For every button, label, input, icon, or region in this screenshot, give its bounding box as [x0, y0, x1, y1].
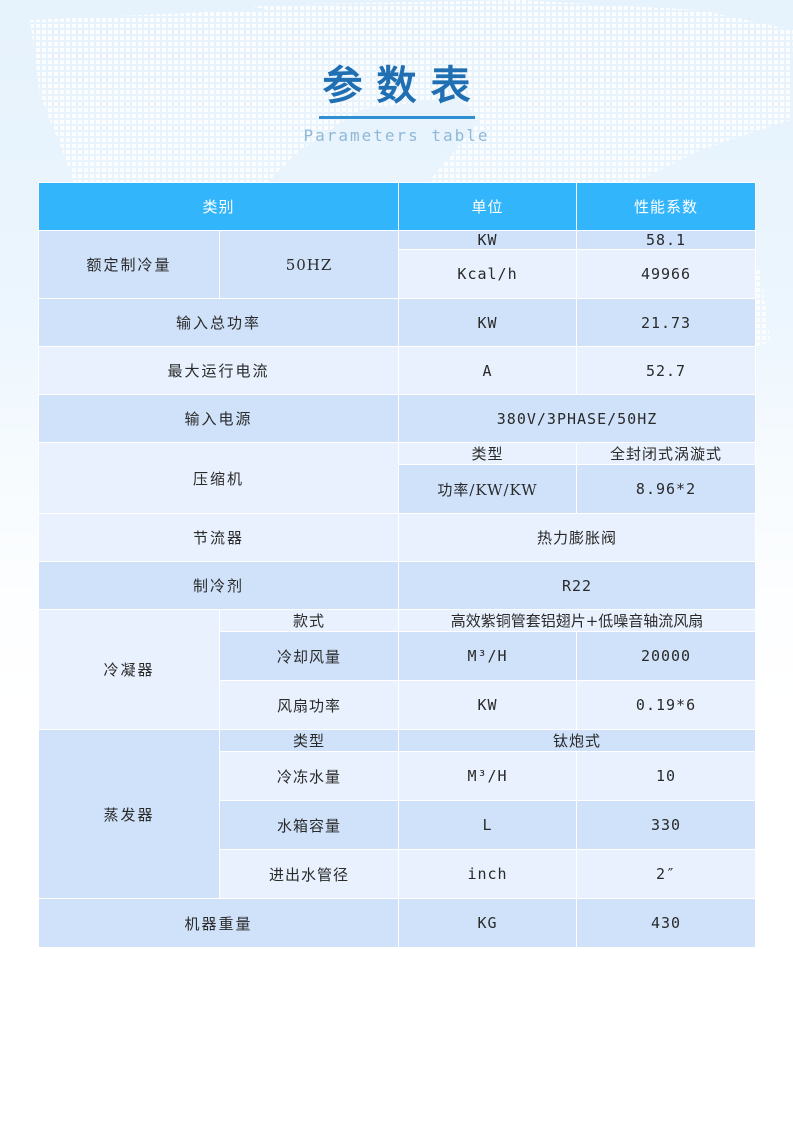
cell-sub-style: 款式 — [220, 610, 399, 631]
table-row: 输入电源 380V/3PHASE/50HZ — [39, 395, 756, 442]
cell-unit: A — [399, 347, 577, 394]
cell-sub-chilled-water-volume: 冷冻水量 — [220, 752, 399, 800]
cell-value: 52.7 — [577, 347, 756, 394]
table-row: 最大运行电流 A 52.7 — [39, 347, 756, 394]
table-row: Kcal/h 49966 — [39, 250, 756, 298]
cell-sub-tank-capacity: 水箱容量 — [220, 801, 399, 849]
cell-unit: M³/H — [399, 632, 577, 680]
column-header-unit: 单位 — [399, 183, 577, 230]
table-row: 进出水管径 inch 2″ — [39, 850, 756, 898]
cell-value: 高效紫铜管套铝翅片+低噪音轴流风扇 — [399, 610, 756, 631]
row-label-compressor: 压缩机 — [39, 443, 399, 513]
cell-unit: Kcal/h — [399, 250, 577, 298]
row-label-rated-capacity: 额定制冷量 — [39, 231, 219, 298]
cell-unit: KW — [399, 231, 577, 249]
cell-sub-power: 功率/KW/KW — [399, 465, 577, 513]
cell-value: 58.1 — [577, 231, 756, 249]
row-label-evaporator: 蒸发器 — [39, 730, 219, 898]
cell-sub-water-pipe-diameter: 进出水管径 — [220, 850, 399, 898]
table-row: 蒸发器 类型 钛炮式 — [39, 730, 756, 898]
page-title-block: 参数表 Parameters table — [0, 62, 793, 146]
table-row: 机器重量 KG 430 — [39, 899, 756, 947]
table-row: 冷凝器 款式 高效紫铜管套铝翅片+低噪音轴流风扇 — [39, 610, 756, 729]
table-row: 冷却风量 M³/H 20000 — [39, 632, 756, 680]
table-row: 节流器 热力膨胀阀 — [39, 514, 756, 561]
row-label-throttle: 节流器 — [39, 514, 399, 561]
table-row: 输入总功率 KW 21.73 — [39, 299, 756, 346]
cell-unit: inch — [399, 850, 577, 898]
cell-value: 2″ — [577, 850, 756, 898]
table-row: 风扇功率 KW 0.19*6 — [39, 681, 756, 729]
cell-value: 钛炮式 — [399, 730, 756, 751]
cell-value: 21.73 — [577, 299, 756, 346]
row-sub-50hz: 50HZ — [220, 231, 399, 298]
row-label-machine-weight: 机器重量 — [39, 899, 399, 947]
cell-unit: KW — [399, 299, 577, 346]
row-label-condenser: 冷凝器 — [39, 610, 219, 729]
table-row: 压缩机 类型 全封闭式涡漩式 — [39, 443, 756, 513]
cell-sub-type: 类型 — [220, 730, 399, 751]
row-label-power-supply: 输入电源 — [39, 395, 399, 442]
cell-value: 热力膨胀阀 — [399, 514, 756, 561]
cell-unit: L — [399, 801, 577, 849]
table-header-row: 类别 单位 性能系数 — [39, 183, 756, 230]
cell-value: 10 — [577, 752, 756, 800]
title-divider — [318, 116, 475, 119]
cell-unit: KG — [399, 899, 577, 947]
table-row: 额定制冷量 50HZ KW 58.1 — [39, 231, 756, 298]
row-label-refrigerant: 制冷剂 — [39, 562, 399, 609]
cell-unit: M³/H — [399, 752, 577, 800]
table-row: 冷冻水量 M³/H 10 — [39, 752, 756, 800]
column-header-category: 类别 — [39, 183, 399, 230]
cell-value: 49966 — [577, 250, 756, 298]
table-row: 功率/KW/KW 8.96*2 — [39, 465, 756, 513]
cell-value: 0.19*6 — [577, 681, 756, 729]
column-header-performance: 性能系数 — [577, 183, 756, 230]
cell-sub-cooling-air-volume: 冷却风量 — [220, 632, 399, 680]
row-label-max-running-current: 最大运行电流 — [39, 347, 399, 394]
cell-value: 20000 — [577, 632, 756, 680]
cell-sub-fan-power: 风扇功率 — [220, 681, 399, 729]
cell-value: R22 — [399, 562, 756, 609]
cell-value: 8.96*2 — [577, 465, 756, 513]
parameters-table: 类别 单位 性能系数 额定制冷量 50HZ KW 58.1 Kcal/h 499… — [38, 182, 757, 948]
cell-value: 380V/3PHASE/50HZ — [399, 395, 756, 442]
cell-unit: KW — [399, 681, 577, 729]
cell-value: 430 — [577, 899, 756, 947]
table-row: 水箱容量 L 330 — [39, 801, 756, 849]
cell-value: 330 — [577, 801, 756, 849]
row-label-total-input-power: 输入总功率 — [39, 299, 399, 346]
cell-value: 全封闭式涡漩式 — [577, 443, 756, 464]
page-subtitle: Parameters table — [303, 126, 490, 145]
cell-sub-type: 类型 — [399, 443, 577, 464]
table-row: 制冷剂 R22 — [39, 562, 756, 609]
page-title: 参数表 — [322, 62, 485, 109]
